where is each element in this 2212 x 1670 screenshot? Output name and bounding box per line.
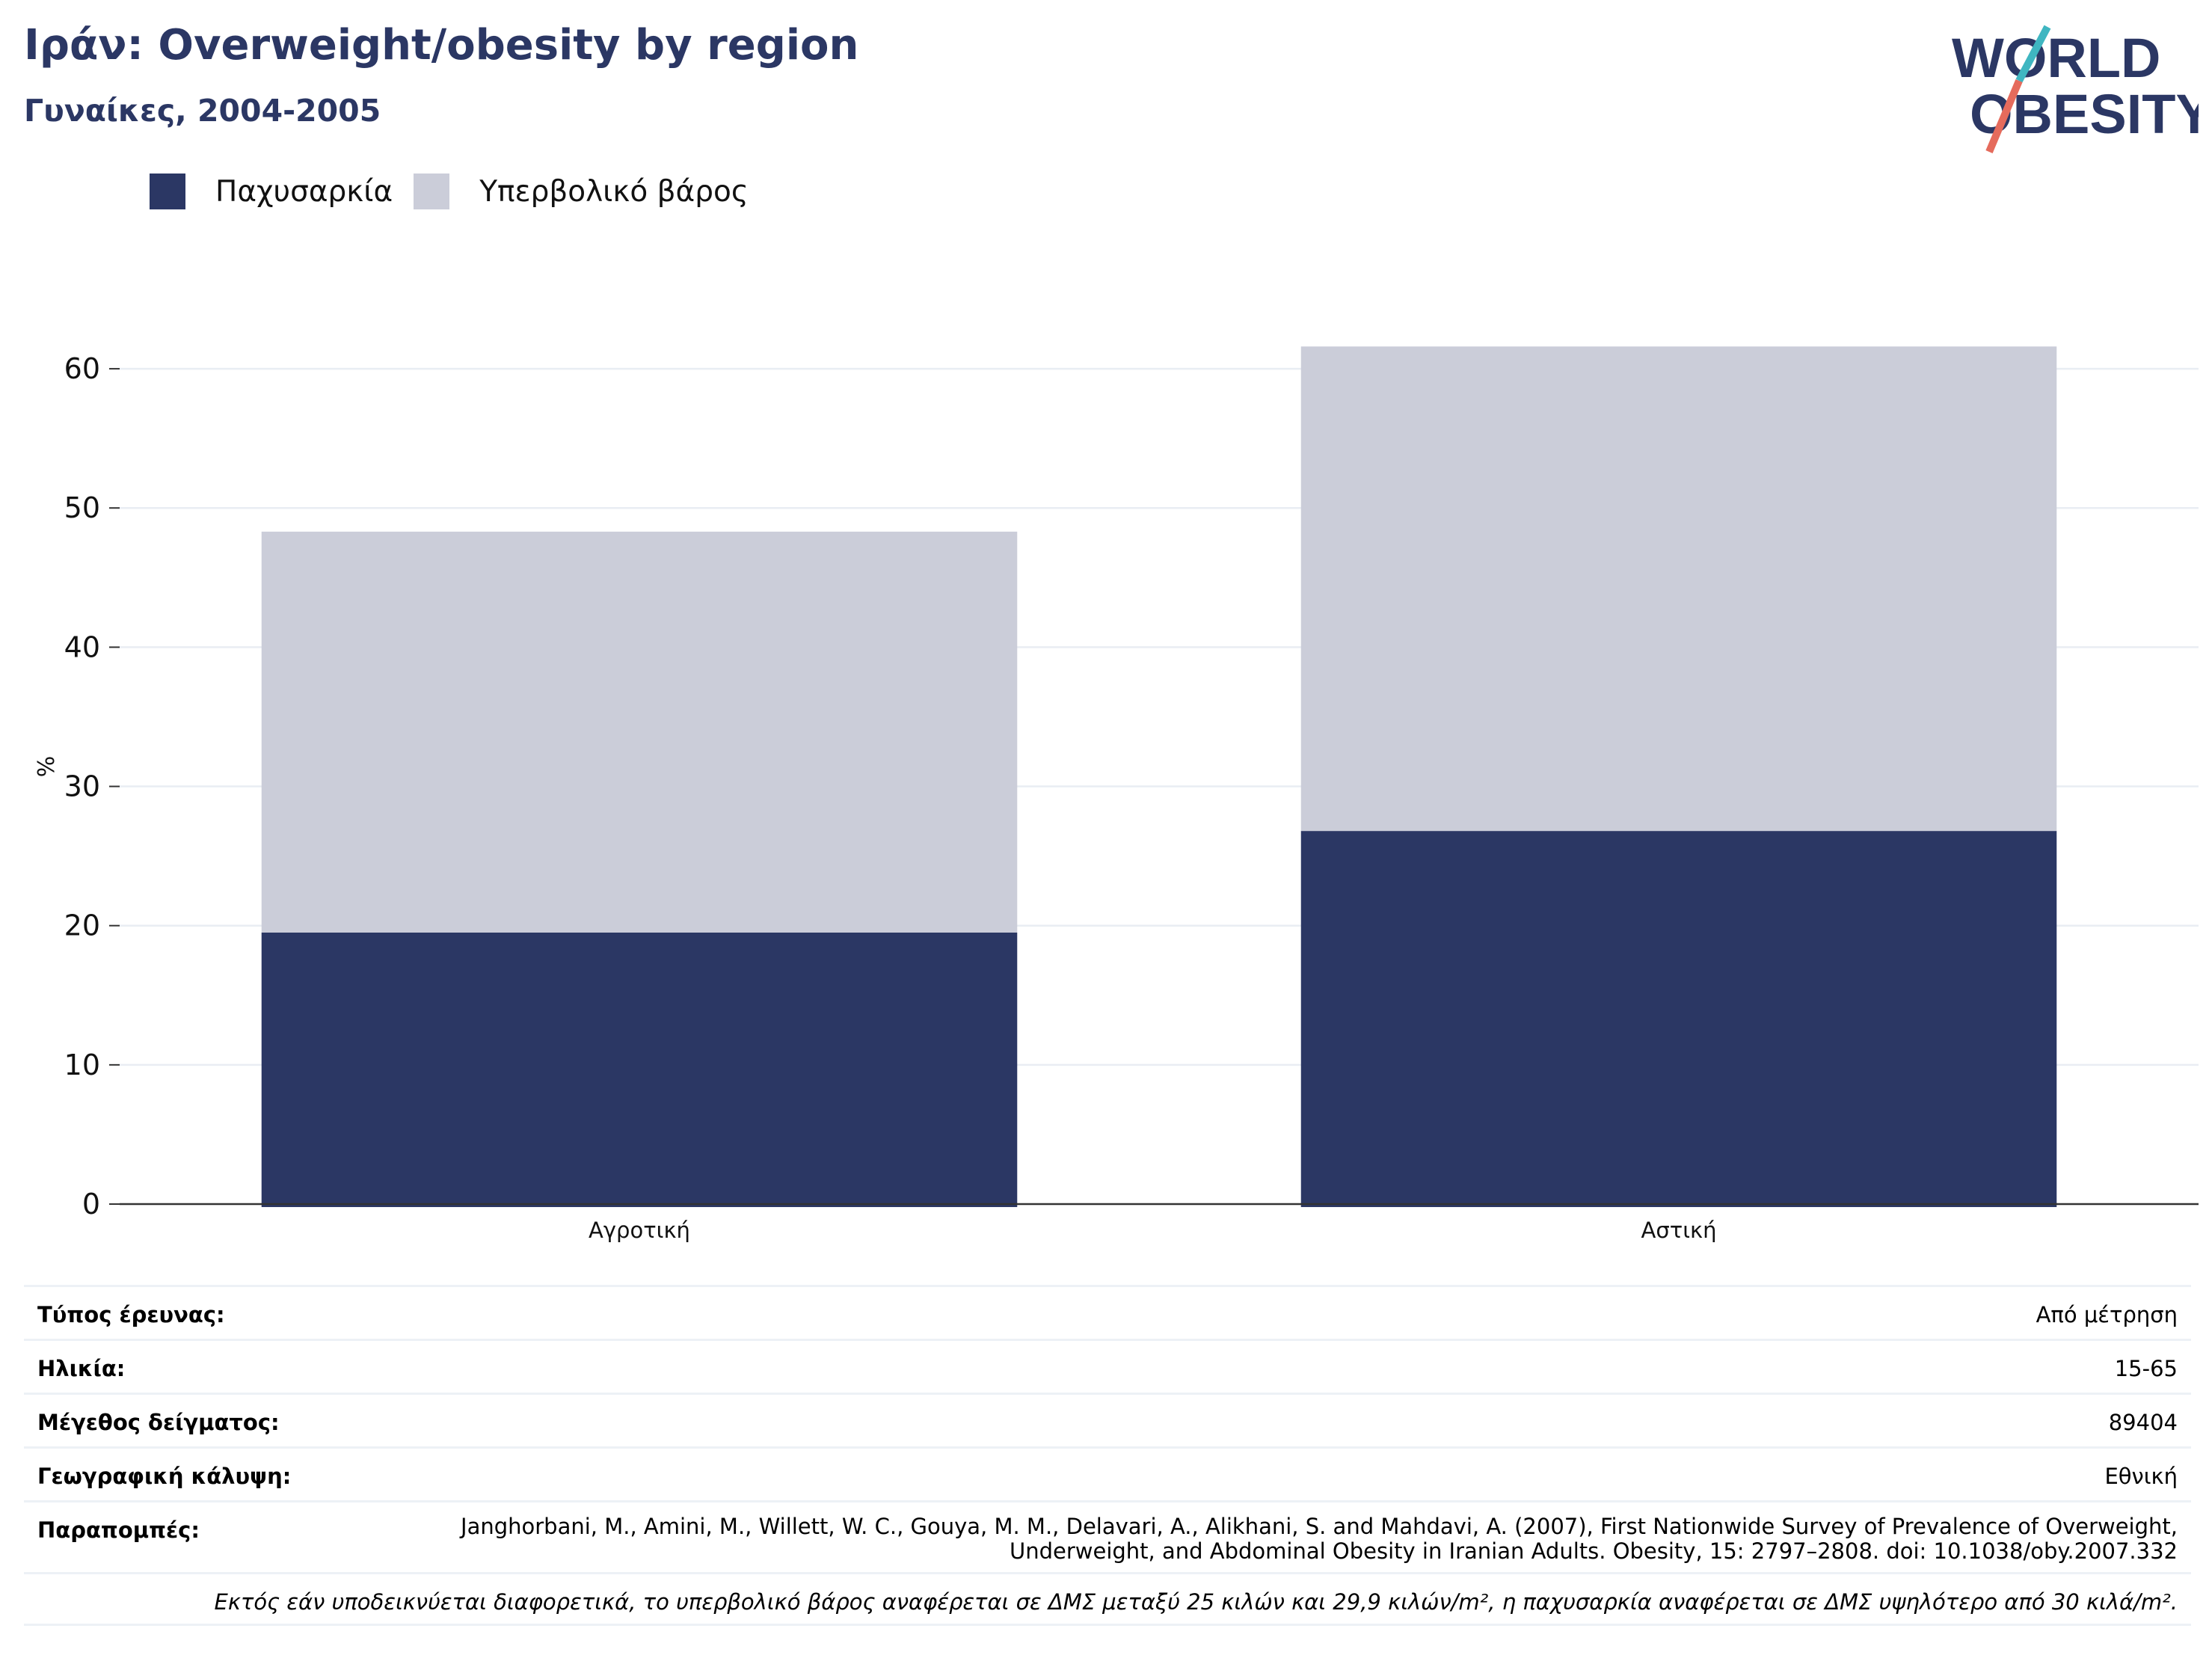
meta-row-references: Παραπομπές: Janghorbani, M., Amini, M., …	[24, 1500, 2191, 1572]
bar-overweight-0[interactable]	[261, 531, 1018, 933]
y-tick-label: 20	[64, 909, 100, 942]
meta-row-note: Εκτός εάν υποδεικνύεται διαφορετικά, το …	[24, 1572, 2191, 1626]
y-axis-ticks: 0 10 20 30 40 50 60	[64, 352, 120, 1221]
x-tick-label: Αστική	[1641, 1218, 1717, 1243]
legend-item-overweight[interactable]: Υπερβολικό βάρος	[414, 174, 749, 209]
logo-slash-teal	[2015, 25, 2051, 83]
meta-key: Παραπομπές:	[37, 1517, 200, 1543]
legend-swatch-overweight	[414, 174, 450, 209]
y-tick-label: 30	[64, 770, 100, 803]
meta-key: Ηλικία:	[37, 1356, 126, 1381]
y-tick-label: 50	[64, 491, 100, 524]
world-obesity-logo: WORLD OBESITY	[1952, 25, 2199, 153]
bar-chart: 0 10 20 30 40 50 60 Αγροτική Αστική %	[34, 346, 2199, 1243]
definition-note: Εκτός εάν υποδεικνύεται διαφορετικά, το …	[214, 1589, 2178, 1615]
meta-value: Εθνική	[2104, 1464, 2178, 1489]
legend-item-obesity[interactable]: Παχυσαρκία	[150, 174, 393, 209]
meta-row-age: Ηλικία: 15-65	[24, 1339, 2191, 1393]
legend-label-overweight: Υπερβολικό βάρος	[479, 174, 749, 209]
bar-obesity-1[interactable]	[1300, 831, 2057, 1207]
chart-legend: Παχυσαρκία Υπερβολικό βάρος	[150, 172, 769, 211]
metadata-table: Τύπος έρευνας: Από μέτρηση Ηλικία: 15-65…	[24, 1285, 2191, 1626]
y-axis-label: %	[34, 756, 60, 778]
meta-value: 15-65	[2114, 1356, 2178, 1381]
chart-subtitle: Γυναίκες, 2004-2005	[24, 93, 381, 129]
meta-row-sample-size: Μέγεθος δείγματος: 89404	[24, 1393, 2191, 1446]
chart-title: Ιράν: Overweight/obesity by region	[24, 21, 859, 70]
meta-key: Μέγεθος δείγματος:	[37, 1410, 280, 1435]
y-tick-label: 40	[64, 630, 100, 663]
y-tick-label: 0	[82, 1188, 100, 1221]
meta-row-coverage: Γεωγραφική κάλυψη: Εθνική	[24, 1446, 2191, 1500]
meta-row-survey-type: Τύπος έρευνας: Από μέτρηση	[24, 1285, 2191, 1339]
meta-value: 89404	[2108, 1410, 2178, 1435]
meta-key: Τύπος έρευνας:	[37, 1302, 225, 1327]
legend-swatch-obesity	[150, 174, 185, 209]
y-tick-label: 10	[64, 1049, 100, 1081]
bars	[261, 346, 2057, 1207]
meta-key: Γεωγραφική κάλυψη:	[37, 1464, 292, 1489]
meta-value-reference: Janghorbani, M., Amini, M., Willett, W. …	[461, 1514, 2178, 1564]
meta-value: Από μέτρηση	[2036, 1302, 2178, 1327]
legend-label-obesity: Παχυσαρκία	[215, 174, 393, 209]
bar-obesity-0[interactable]	[261, 933, 1018, 1207]
x-axis-labels: Αγροτική Αστική	[589, 1218, 1716, 1243]
bar-overweight-1[interactable]	[1300, 346, 2057, 832]
y-tick-label: 60	[64, 352, 100, 385]
logo-slash-red	[1985, 79, 2023, 153]
logo-word-world: WORLD	[1952, 27, 2161, 89]
x-tick-label: Αγροτική	[589, 1218, 690, 1243]
